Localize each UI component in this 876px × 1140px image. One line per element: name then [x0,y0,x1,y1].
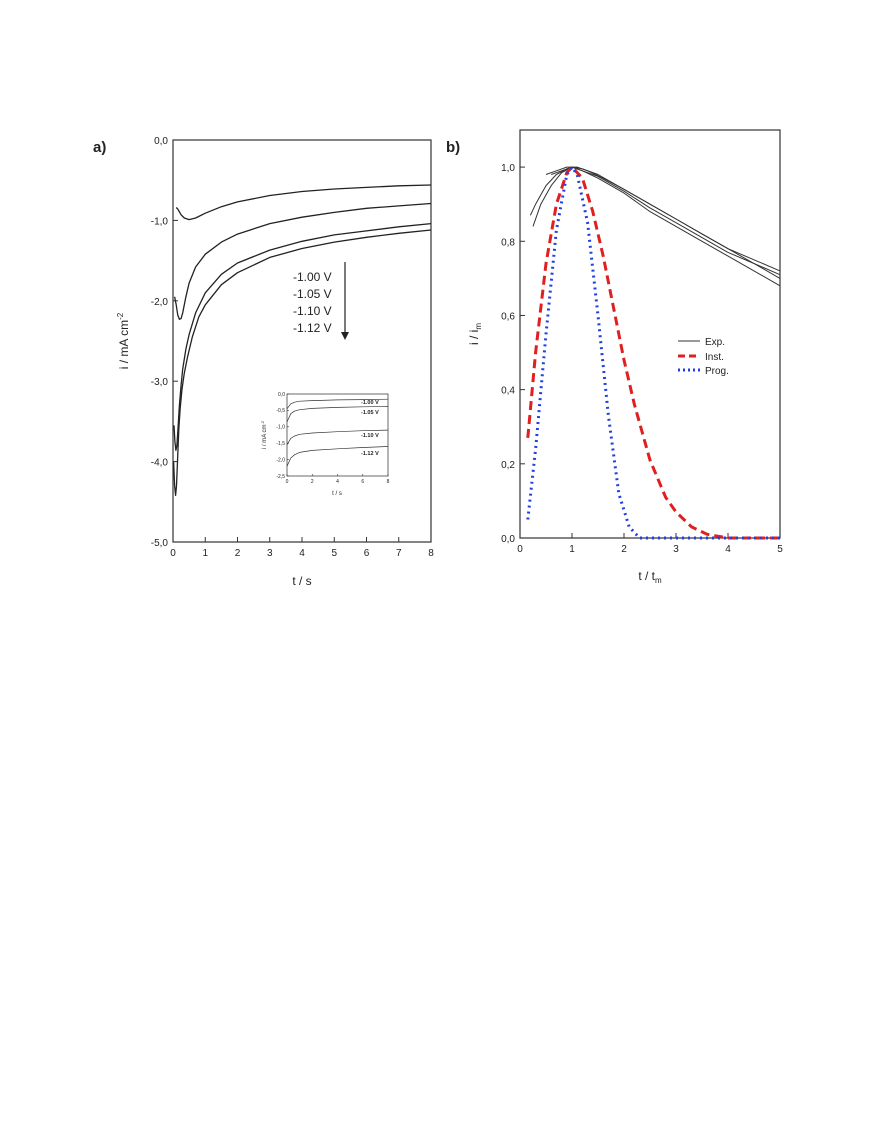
x-tick-label: 0 [286,479,289,485]
panel-b-label: b) [446,139,460,156]
y-tick-label: -4,0 [151,458,169,469]
y-tick-label: -3,0 [151,377,169,388]
inset-x-ticks: 0 2 4 6 8 [286,474,390,485]
series-prog-6 [526,165,780,540]
panel-a-x-axis-label: t / s [292,574,311,588]
panel-b-y-ticks: 0,0 0,2 0,4 0,6 0,8 1,0 [501,163,525,545]
series-exp-1 [529,166,781,279]
x-tick-label: 2 [621,544,627,555]
panel-a-series [172,184,432,497]
inset-curve-label: -1.10 V [361,433,379,439]
transient-curve-1 [175,184,432,221]
transient-curve-2 [173,202,432,320]
y-tick-label: 0,0 [154,136,168,147]
legend-label-prog: Prog. [705,366,729,377]
x-tick-label: 5 [331,548,337,559]
inset-x-axis-label: t / s [332,491,342,497]
panel-b-series [526,165,781,540]
inset-series [286,398,389,467]
inset-ylabel-sup: -2 [260,420,265,424]
panel-b-y-axis-label-text: i / im [467,323,483,345]
x-tick-label: 2 [311,479,314,485]
y-tick-label: -2,5 [276,474,285,480]
panel-b-x-ticks: 0 1 2 3 4 5 [517,533,783,555]
panel-b-xlabel-sub: m [655,576,662,585]
potential-labels: -1.00 V -1.05 V -1.10 V -1.12 V [293,270,332,335]
x-tick-label: 4 [299,548,305,559]
panel-b-legend: Exp. Inst. Prog. [678,337,729,377]
x-tick-label: 0 [517,544,523,555]
panel-b-y-axis-label: i / im [467,323,483,345]
inset-chart: 0 2 4 6 8 0,0 -0,5 -1,0 -1,5 -2,0 -2,5 t / s i / … [260,392,390,497]
x-tick-label: 8 [428,548,434,559]
y-tick-label: -1,5 [276,441,285,447]
y-tick-label: 0,2 [501,460,515,471]
panel-a-x-ticks: 0 1 2 3 4 5 6 7 8 [170,537,434,559]
inset-curve-1 [286,398,389,410]
panel-b-xlabel-main: t / t [638,569,655,583]
panel-a-plot-frame [172,139,432,543]
y-tick-label: 0,6 [501,311,515,322]
y-tick-label: -1,0 [276,425,285,431]
y-tick-label: -2,0 [151,297,169,308]
x-tick-label: 3 [673,544,679,555]
inset-curve-label: -1.05 V [361,410,379,416]
inset-curve-label: -1.00 V [361,400,379,406]
legend-label-inst: Inst. [705,352,724,363]
transient-curve-4 [172,229,432,497]
series-inst-5 [526,165,780,540]
y-tick-label: 1,0 [501,163,515,174]
x-tick-label: 1 [202,548,208,559]
y-tick-label: -1,0 [151,216,169,227]
y-tick-label: 0,8 [501,237,515,248]
panel-b-ylabel-main: i / i [467,330,481,345]
y-tick-label: -2,0 [276,457,285,463]
y-tick-label: 0,0 [501,534,515,545]
transient-curve-3 [173,222,432,451]
inset-curve-3 [286,429,389,445]
x-tick-label: 4 [725,544,731,555]
panel-a-ylabel-sup: -2 [116,312,125,320]
inset-curve-2 [286,406,389,423]
potential-label: -1.05 V [293,287,332,301]
panel-b-ylabel-sub: m [474,323,483,330]
y-tick-label: 0,4 [501,386,515,397]
y-tick-label: 0,0 [278,392,285,398]
panel-a-label: a) [93,139,106,156]
x-tick-label: 1 [569,544,575,555]
panel-a-y-ticks: 0,0 -1,0 -2,0 -3,0 -4,0 -5,0 [151,136,178,549]
inset-ylabel-main: i / mA cm [262,424,268,449]
x-tick-label: 4 [336,479,339,485]
potential-label: -1.00 V [293,270,332,284]
x-tick-label: 5 [777,544,783,555]
y-tick-label: -0,5 [276,408,285,414]
x-tick-label: 6 [361,479,364,485]
inset-curve-4 [286,446,389,467]
panel-a-y-axis-label-text: i / mA cm-2 [116,312,131,369]
series-exp-2 [532,166,781,287]
x-tick-label: 2 [235,548,241,559]
x-tick-label: 8 [387,479,390,485]
x-tick-label: 6 [364,548,370,559]
potential-arrow-head [341,332,349,340]
panel-b-x-axis-label: t / tm [638,569,662,585]
y-tick-label: -5,0 [151,538,169,549]
panel-a-ylabel-main: i / mA cm [117,320,131,369]
inset-curve-label: -1.12 V [361,451,379,457]
panel-b-plot-frame [519,129,781,539]
inset-y-axis-label: i / mA cm-2 [260,420,268,449]
panel-a: a) 0 1 2 3 4 5 6 7 8 0,0 -1,0 -2,0 -3,0 -4,0 -5,0 t /… [93,136,434,588]
potential-label: -1.12 V [293,321,332,335]
series-exp-3 [545,166,781,272]
legend-label-exp: Exp. [705,337,725,348]
x-tick-label: 7 [396,548,402,559]
panel-a-y-axis-label: i / mA cm-2 [116,312,131,369]
inset-y-axis-label-text: i / mA cm-2 [260,420,268,449]
x-tick-label: 3 [267,548,273,559]
potential-label: -1.10 V [293,304,332,318]
x-tick-label: 0 [170,548,176,559]
